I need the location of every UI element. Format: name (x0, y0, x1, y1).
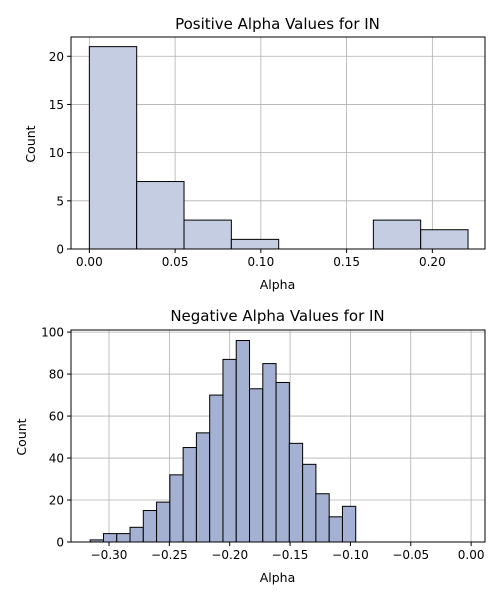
y-axis-label: Count (14, 418, 29, 455)
histogram-bar (182, 447, 197, 543)
bars (89, 339, 357, 543)
y-tick-label: 60 (49, 410, 64, 424)
chart-negative-alpha: Negative Alpha Values for IN −0.30 −0.25−… (14, 307, 486, 585)
x-axis-label: Alpha (260, 277, 296, 292)
chart-title: Positive Alpha Values for IN (175, 15, 380, 33)
y-tick-label: 40 (49, 452, 64, 466)
x-tick-label: −0.15 (272, 548, 309, 562)
x-tick-label: −0.20 (211, 548, 248, 562)
x-tick-label: 0.20 (419, 255, 446, 269)
histogram-bar (420, 229, 469, 250)
x-tick-label: −0.25 (151, 548, 188, 562)
y-tick-label: 20 (49, 50, 64, 64)
histogram-bar (288, 442, 304, 543)
histogram-bar (341, 505, 357, 543)
histogram-bar (315, 493, 330, 543)
y-tick-label: 10 (49, 146, 64, 160)
x-tick-label: 0.00 (76, 255, 103, 269)
axes-frame (70, 36, 486, 250)
axes-frame (70, 329, 486, 543)
histogram-bar (156, 501, 171, 543)
histogram-bar (230, 238, 280, 250)
histogram-bar (249, 388, 264, 543)
histogram-bar (102, 533, 118, 543)
x-ticks: 0.00 0.05 0.10 0.15 0.20 (76, 249, 446, 269)
histogram-bar (235, 339, 251, 543)
histogram-bar (262, 363, 277, 543)
y-tick-label: 5 (56, 194, 64, 208)
y-axis-label: Count (23, 125, 38, 162)
histogram-bar (209, 394, 224, 543)
x-tick-label: 0.10 (247, 255, 274, 269)
chart-title: Negative Alpha Values for IN (170, 307, 384, 325)
y-tick-label: 80 (49, 368, 64, 382)
histogram-bar (142, 510, 158, 543)
x-axis-label: Alpha (260, 570, 296, 585)
histogram-bar (183, 219, 232, 250)
y-ticks: 0 20 40 60 80 100 (41, 326, 71, 550)
y-tick-label: 15 (49, 98, 64, 112)
x-tick-label: 0.15 (333, 255, 360, 269)
histogram-bar (372, 219, 422, 250)
histogram-bar (88, 46, 138, 250)
histogram-bar (116, 533, 131, 543)
x-tick-label: −0.10 (332, 548, 369, 562)
y-tick-label: 20 (49, 494, 64, 508)
x-ticks: −0.30 −0.25 −0.20 −0.15 −0.10 −0.05 0.00 (91, 542, 485, 562)
chart-positive-alpha: Positive Alpha Values for IN 0.00 0.05 0.1… (23, 15, 486, 292)
histogram-bar (222, 358, 237, 543)
histogram-bar (169, 474, 184, 543)
y-tick-label: 0 (56, 536, 64, 550)
bars (88, 46, 469, 250)
histogram-bar (302, 463, 317, 543)
y-tick-label: 100 (41, 326, 64, 340)
histogram-bar (136, 181, 185, 250)
x-tick-label: −0.30 (91, 548, 128, 562)
histogram-bar (129, 526, 144, 543)
x-tick-label: −0.05 (392, 548, 429, 562)
histogram-bar (328, 516, 343, 543)
x-tick-label: 0.00 (458, 548, 485, 562)
y-ticks: 0 5 10 15 20 (49, 50, 71, 257)
histogram-bar (195, 432, 211, 543)
x-tick-label: 0.05 (162, 255, 189, 269)
y-tick-label: 0 (56, 243, 64, 257)
histogram-bar (275, 381, 290, 543)
